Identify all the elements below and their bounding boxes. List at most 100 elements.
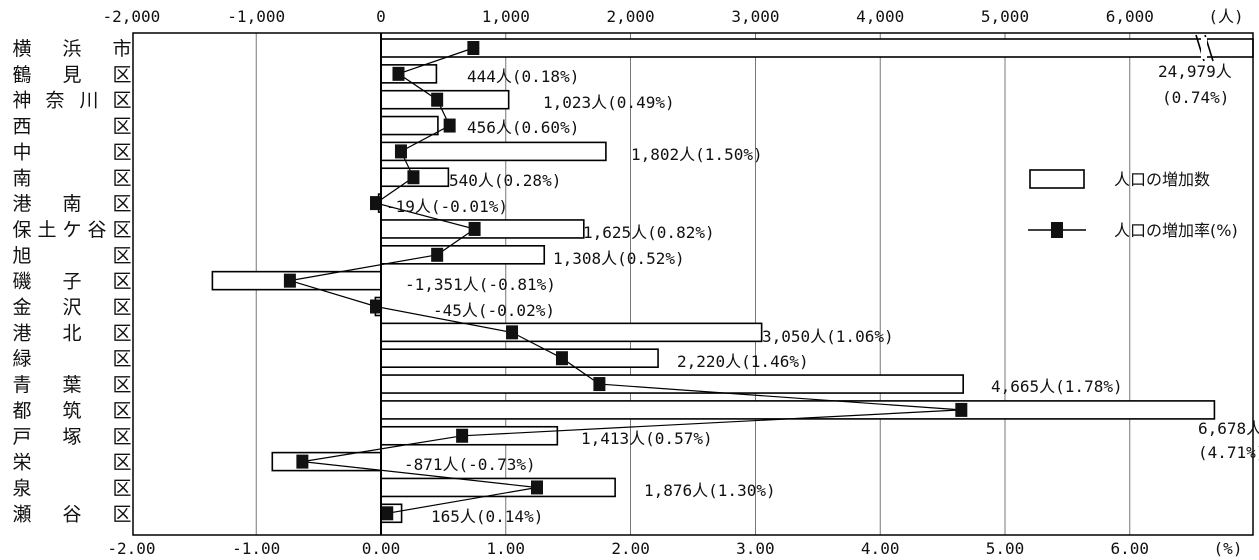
category-label: 泉 — [12, 477, 31, 499]
grid-lines — [255, 33, 1131, 535]
category-label: 区 — [112, 193, 131, 215]
rate-marker — [456, 428, 469, 443]
data-label: -1,351人(-0.81%) — [405, 275, 556, 294]
x-top-unit: (人) — [1208, 7, 1243, 26]
category-label: 鶴 — [12, 64, 31, 86]
category-label: 北 — [62, 322, 81, 344]
x-bottom-tick-label: 0.00 — [362, 539, 401, 558]
axis-ticks: -2,000 -1,000 0 1,000 2,000 3,000 4,000 5,000 6,… — [103, 7, 1244, 558]
x-top-tick-label: 3,000 — [731, 7, 779, 26]
rate-marker — [443, 118, 456, 133]
category-label: 西 — [12, 116, 31, 138]
rate-marker — [506, 325, 519, 340]
legend-line-label: 人口の増加率(%) — [1114, 221, 1238, 240]
category-label: 谷 — [87, 219, 106, 241]
category-label: 磯 — [12, 271, 31, 293]
data-label: 4,665人(1.78%) — [991, 377, 1123, 396]
data-label: 1,413人(0.57%) — [581, 429, 713, 448]
category-label: 葉 — [62, 374, 81, 396]
category-label: 塚 — [62, 426, 81, 448]
data-label: 540人(0.28%) — [449, 171, 561, 190]
rate-marker — [407, 170, 420, 185]
rate-marker — [370, 196, 383, 211]
category-label: 中 — [12, 141, 31, 163]
category-label: 区 — [112, 426, 131, 448]
category-labels: 横浜市鶴見区神奈川区西 区中 区南 区港南区保土ケ谷区旭 区磯子区金沢区港北区緑 区青葉区… — [12, 38, 131, 525]
legend-bar-swatch — [1029, 169, 1085, 189]
category-label: 港 — [12, 322, 31, 344]
data-label: 1,023人(0.49%) — [543, 93, 675, 112]
category-label: 浜 — [62, 38, 81, 60]
category-label: 区 — [112, 219, 131, 241]
category-label: 港 — [12, 193, 31, 215]
category-label: 区 — [112, 271, 131, 293]
data-label: 1,625人(0.82%) — [583, 223, 715, 242]
x-bottom-tick-label: -1.00 — [232, 539, 280, 558]
category-label: 見 — [62, 64, 81, 86]
category-label: 都 — [12, 400, 31, 422]
bar — [380, 219, 585, 239]
category-label: 栄 — [12, 452, 31, 474]
category-label: 筑 — [62, 400, 81, 422]
x-bottom-tick-label: 6.00 — [1111, 539, 1150, 558]
rate-marker — [392, 66, 405, 81]
category-label: 奈 — [45, 90, 64, 112]
category-label: 区 — [112, 477, 131, 499]
bar — [380, 38, 1254, 58]
category-label: 区 — [112, 322, 131, 344]
x-bottom-tick-label: 2.00 — [611, 539, 650, 558]
category-label: 瀬 — [12, 503, 31, 525]
category-label: 谷 — [62, 503, 81, 525]
data-label: -19人(-0.01%) — [386, 197, 508, 216]
rate-marker — [467, 41, 480, 55]
category-label: 区 — [112, 141, 131, 163]
category-label: 保 — [12, 219, 31, 241]
category-label: 区 — [112, 245, 131, 267]
category-label: 青 — [12, 374, 31, 396]
rate-marker — [468, 221, 481, 236]
bar — [380, 400, 1216, 420]
data-label: 456人(0.60%) — [467, 118, 579, 137]
category-label: 区 — [112, 297, 131, 319]
x-bottom-tick-label: -2.00 — [107, 539, 155, 558]
rate-marker — [394, 144, 407, 159]
rate-marker — [381, 506, 394, 521]
data-label: 2,220人(1.46%) — [677, 352, 809, 371]
x-top-tick-label: 0 — [376, 7, 386, 26]
bar-series — [211, 34, 1254, 524]
rate-marker — [431, 92, 444, 107]
x-top-tick-label: 1,000 — [482, 7, 530, 26]
x-top-tick-label: 6,000 — [1106, 7, 1154, 26]
x-top-tick-label: -1,000 — [227, 7, 285, 26]
rate-marker — [555, 351, 568, 366]
data-label: 444人(0.18%) — [467, 67, 579, 86]
category-label: 南 — [62, 193, 81, 215]
x-bottom-tick-label: 4.00 — [861, 539, 900, 558]
bar — [380, 374, 964, 394]
x-top-tick-label: -2,000 — [103, 7, 161, 26]
category-label: ケ — [62, 219, 81, 241]
bar — [380, 141, 607, 162]
category-label: 区 — [112, 167, 131, 189]
category-label: 区 — [112, 503, 131, 525]
category-label: 旭 — [12, 245, 31, 267]
category-label: 区 — [112, 64, 131, 86]
data-label: 1,308人(0.52%) — [553, 249, 685, 268]
rate-marker — [296, 454, 309, 469]
x-top-tick-label: 4,000 — [856, 7, 904, 26]
data-label: 1,802人(1.50%) — [631, 145, 763, 164]
rate-series — [283, 41, 968, 521]
x-bottom-tick-label: 5.00 — [986, 539, 1025, 558]
category-label: 沢 — [62, 297, 81, 319]
category-label: 区 — [112, 400, 131, 422]
bar — [211, 270, 382, 291]
rate-marker — [955, 402, 968, 417]
data-label: -871人(-0.73%) — [404, 455, 536, 474]
category-label: 戸 — [12, 426, 31, 448]
category-label: 区 — [112, 348, 131, 370]
category-label: 緑 — [12, 348, 31, 370]
rate-marker — [431, 247, 444, 262]
x-top-tick-label: 5,000 — [981, 7, 1029, 26]
